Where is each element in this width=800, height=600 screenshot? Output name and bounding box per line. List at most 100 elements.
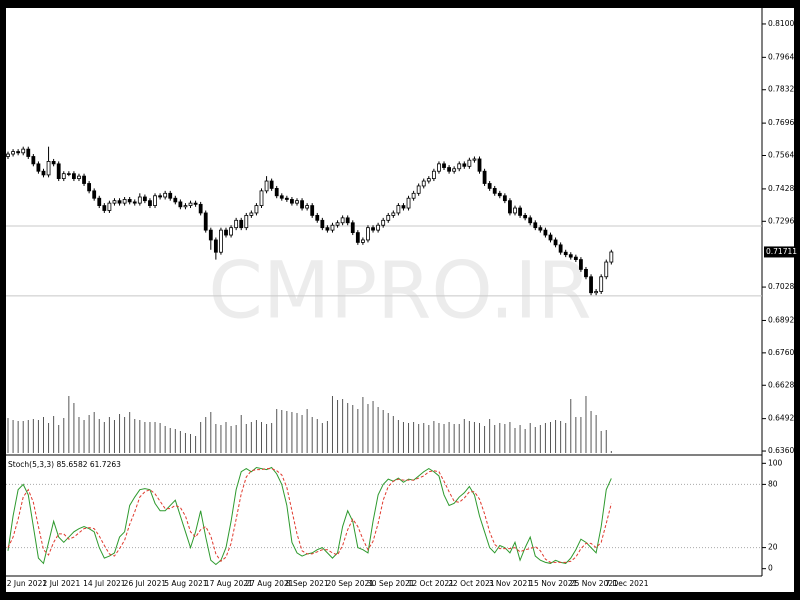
watermark: CMPRO.IR [208, 246, 591, 336]
x-tick-label: 30 Sep 2021 [367, 579, 415, 588]
candle-body [274, 188, 279, 197]
candle-body [122, 199, 127, 204]
candle-body [396, 205, 401, 214]
y-tick-label: 0.76960 [768, 118, 799, 127]
y-tick-label: 20 [768, 543, 778, 552]
candle-body [127, 199, 132, 203]
candle-body [229, 227, 233, 236]
candle-body [421, 180, 426, 187]
candle-body [269, 180, 274, 189]
candle-body [21, 148, 26, 154]
x-tick-label: 8 Sep 2021 [286, 579, 329, 588]
y-tick-label: 0.66280 [768, 380, 799, 389]
candle-body [558, 244, 563, 253]
candle-body [467, 159, 472, 167]
candle-body [142, 196, 147, 202]
candle-body [604, 261, 609, 278]
candle-body [153, 195, 157, 206]
y-tick-label: 0 [768, 564, 773, 573]
x-tick-label: 2 Jul 2021 [43, 579, 81, 588]
candle-body [487, 183, 492, 189]
candle-body [442, 163, 446, 168]
x-tick-label: 25 Nov 2021 [570, 579, 618, 588]
candle-body [163, 192, 168, 198]
x-tick-label: 15 Nov 2021 [529, 579, 577, 588]
candle-body [523, 215, 528, 219]
candle-body [457, 163, 462, 170]
candle-body [371, 227, 375, 231]
candle-body [513, 207, 517, 214]
candle-body [406, 197, 411, 209]
y-tick-label: 0.74280 [768, 184, 799, 193]
candle-body [188, 202, 193, 206]
candle-body [305, 205, 310, 209]
candle-body [462, 163, 467, 167]
candle-body [102, 205, 107, 211]
candle-body [431, 170, 436, 179]
candle-body [16, 151, 21, 154]
x-tick-label: 17 Aug 2021 [205, 579, 253, 588]
candle-body [41, 170, 46, 176]
x-tick-label: 22 Jun 2021 [2, 579, 47, 588]
candle-body [46, 161, 51, 176]
candle-body [107, 202, 112, 211]
candle-body [325, 227, 330, 231]
candle-body [87, 183, 92, 192]
candle-body [538, 227, 543, 231]
candle-body [183, 205, 188, 208]
candle-body [426, 178, 431, 182]
candle-body [497, 192, 502, 197]
candle-body [208, 229, 213, 241]
candle-body [573, 256, 578, 260]
candle-body [452, 168, 457, 172]
candle-body [259, 190, 264, 206]
candle-body [391, 212, 396, 216]
candle-body [239, 219, 244, 229]
candle-body [31, 156, 36, 165]
candle-body [224, 229, 228, 236]
x-tick-label: 14 Jul 2021 [83, 579, 126, 588]
candle-body [77, 175, 81, 179]
candle-body [158, 195, 163, 198]
candle-body [335, 222, 340, 226]
candle-body [92, 190, 97, 199]
candle-body [36, 163, 41, 172]
candle-body [97, 197, 102, 206]
candle-body [330, 224, 335, 231]
stoch-line [7, 468, 612, 563]
candle-body [219, 229, 223, 253]
candle-body [117, 200, 122, 204]
candle-body [482, 170, 487, 184]
candle-body [168, 192, 173, 199]
chart-background [6, 8, 794, 592]
candle-body [553, 239, 558, 246]
candle-body [51, 161, 56, 165]
candle-body [56, 163, 61, 179]
candle-body [401, 205, 406, 209]
candle-body [137, 196, 142, 204]
candle-body [568, 254, 573, 258]
candle-body [350, 222, 355, 233]
candle-body [249, 212, 254, 216]
candle-body [213, 239, 218, 253]
candle-body [112, 200, 117, 204]
y-tick-label: 0.81000 [768, 19, 799, 28]
x-tick-label: 20 Sep 2021 [326, 579, 374, 588]
candle-body [548, 234, 553, 241]
current-price-box [764, 246, 794, 258]
stoch-line [7, 466, 612, 566]
y-tick-label: 0.79640 [768, 52, 799, 61]
candle-body [72, 173, 76, 179]
x-tick-label: 26 Jul 2021 [124, 579, 167, 588]
candle-body [264, 180, 269, 192]
candle-body [234, 219, 239, 229]
candle-body [594, 291, 599, 294]
candle-body [315, 215, 320, 221]
candle-body [295, 200, 299, 204]
candle-body [579, 259, 583, 270]
x-tick-label: 27 Aug 2021 [245, 579, 293, 588]
candle-body [66, 173, 71, 175]
candle-body [26, 148, 31, 157]
candle-body [508, 200, 512, 214]
